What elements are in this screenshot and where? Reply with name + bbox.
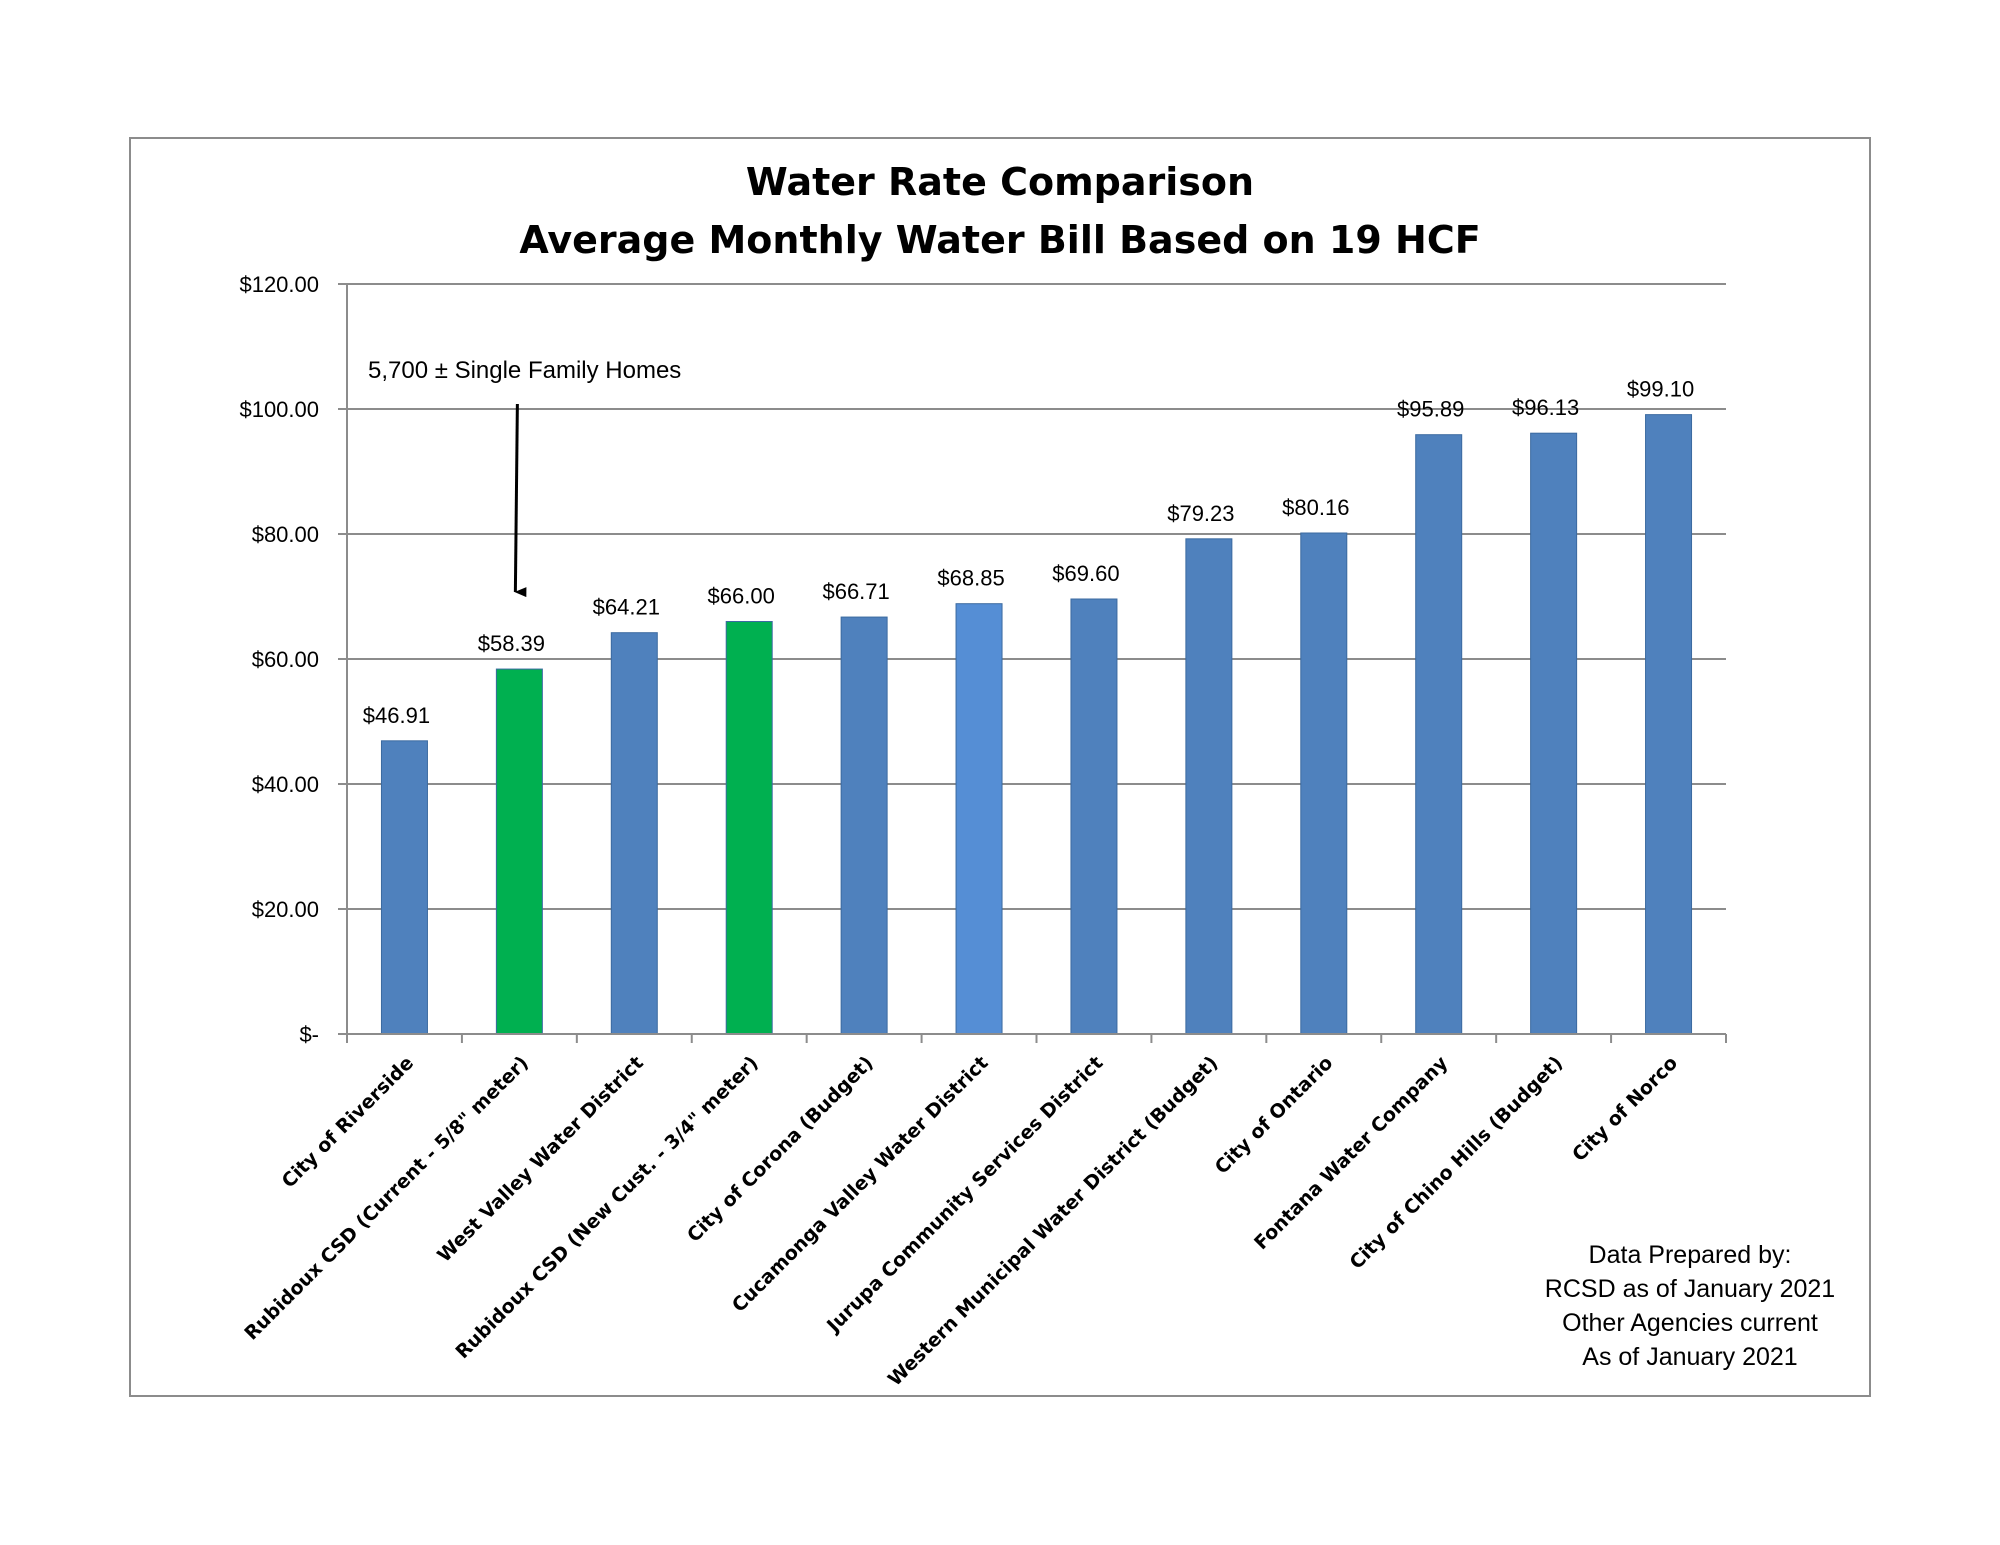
y-tick-label: $80.00	[252, 522, 319, 547]
y-tick-label: $100.00	[239, 397, 319, 422]
data-label: $64.21	[593, 595, 660, 620]
bar	[840, 616, 888, 1035]
bar	[1300, 532, 1348, 1035]
x-tick-label: City of Ontario	[1211, 1052, 1338, 1179]
data-label: $95.89	[1397, 397, 1464, 422]
annotation-label: 5,700 ± Single Family Homes	[368, 357, 681, 384]
data-label: $69.60	[1052, 561, 1119, 586]
bar	[1645, 414, 1693, 1035]
x-tick-label: City of Corona (Budget)	[683, 1052, 878, 1247]
data-label: $99.10	[1627, 377, 1694, 402]
bar	[955, 603, 1003, 1035]
data-label: $79.23	[1167, 501, 1234, 526]
data-source-note: Data Prepared by: RCSD as of January 202…	[1500, 1238, 1880, 1374]
y-tick-label: $-	[299, 1022, 319, 1047]
annotation-arrow	[513, 403, 527, 598]
y-tick-label: $20.00	[252, 897, 319, 922]
data-label: $66.71	[822, 579, 889, 604]
note-line-3: Other Agencies current	[1562, 1309, 1818, 1337]
x-tick-label: City of Norco	[1568, 1052, 1682, 1166]
y-tick-label: $40.00	[252, 772, 319, 797]
bar	[1185, 538, 1233, 1035]
data-label: $80.16	[1282, 495, 1349, 520]
note-line-4: As of January 2021	[1582, 1343, 1798, 1371]
chart-title: Water Rate Comparison	[745, 160, 1255, 204]
y-tick-label: $60.00	[252, 647, 319, 672]
bar	[1530, 432, 1578, 1035]
x-tick-label: West Valley Water District	[433, 1052, 648, 1267]
note-line-2: RCSD as of January 2021	[1544, 1275, 1836, 1303]
chart-subtitle: Average Monthly Water Bill Based on 19 H…	[519, 218, 1481, 262]
data-label: $58.39	[478, 631, 545, 656]
bar	[380, 740, 428, 1035]
y-tick-label: $120.00	[239, 272, 319, 297]
note-line-1: Data Prepared by:	[1588, 1241, 1792, 1269]
x-tick-label: Cucamonga Valley Water District	[728, 1052, 993, 1317]
bar	[495, 668, 543, 1035]
bar	[725, 621, 773, 1035]
x-tick-label: Fontana Water Company	[1250, 1052, 1453, 1255]
bar	[1070, 598, 1118, 1035]
data-label: $68.85	[937, 566, 1004, 591]
data-label: $66.00	[708, 584, 775, 609]
data-label: $46.91	[363, 703, 430, 728]
data-label: $96.13	[1512, 395, 1579, 420]
bar	[610, 632, 658, 1035]
bar	[1415, 434, 1463, 1035]
